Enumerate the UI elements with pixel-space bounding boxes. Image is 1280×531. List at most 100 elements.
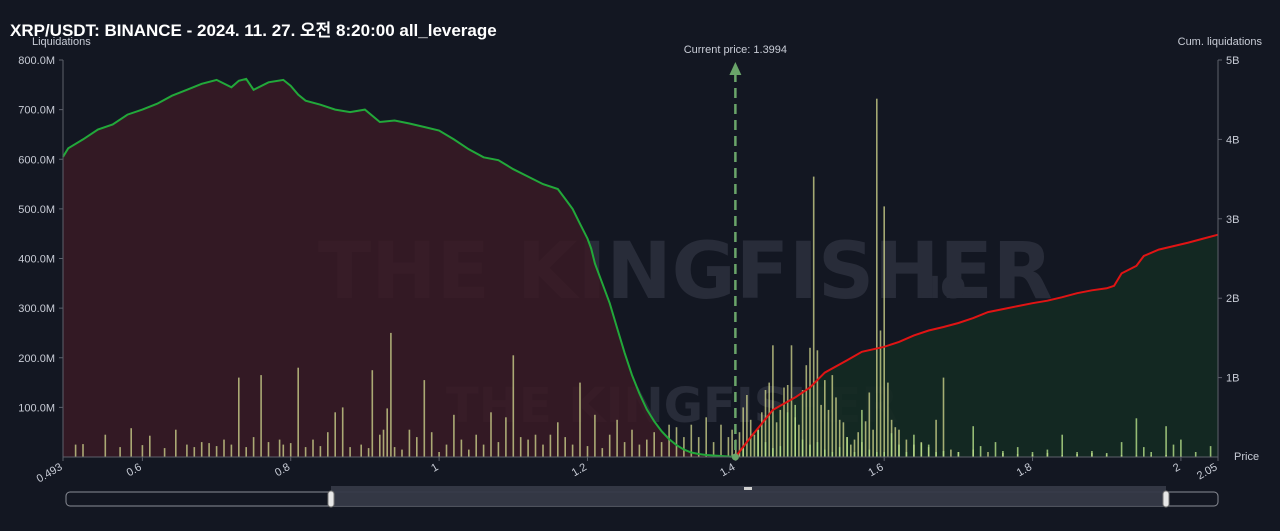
bar xyxy=(238,377,240,457)
bar xyxy=(772,345,774,457)
y-tick-label: 600.0M xyxy=(18,154,55,166)
bar xyxy=(512,355,515,457)
bar xyxy=(920,443,923,457)
bar xyxy=(786,412,789,457)
bar xyxy=(1143,447,1145,457)
bar xyxy=(579,382,581,457)
bar xyxy=(327,432,329,457)
bar xyxy=(824,380,826,457)
range-slider-selection[interactable] xyxy=(331,486,1166,506)
range-slider-handle-right[interactable] xyxy=(1162,490,1170,508)
bar xyxy=(623,442,626,457)
bar xyxy=(1031,452,1034,457)
range-slider-handle-left[interactable] xyxy=(327,490,335,508)
x-tick-label: 0.493 xyxy=(35,461,65,485)
bar xyxy=(712,442,715,457)
y2-tick-label: 3B xyxy=(1226,214,1239,226)
bar xyxy=(827,409,830,457)
bar xyxy=(668,424,670,457)
bar xyxy=(731,429,733,457)
bar xyxy=(683,437,685,457)
bar xyxy=(890,433,893,457)
bar xyxy=(768,382,770,457)
bar xyxy=(905,439,908,457)
bar xyxy=(1209,446,1212,457)
bar xyxy=(798,424,800,457)
bar xyxy=(186,444,188,457)
bar xyxy=(586,446,589,457)
bar xyxy=(304,447,307,457)
bar xyxy=(360,444,362,457)
bar xyxy=(390,332,392,457)
bar xyxy=(557,422,559,457)
bar xyxy=(1016,447,1019,457)
bar xyxy=(82,444,84,457)
range-slider-grip[interactable] xyxy=(744,487,752,490)
bar xyxy=(690,424,693,457)
bar xyxy=(215,446,218,457)
bar xyxy=(594,414,596,457)
bar xyxy=(282,444,285,457)
bar xyxy=(252,437,255,457)
bar xyxy=(542,444,544,457)
bar xyxy=(757,429,759,457)
y-tick-label: 800.0M xyxy=(18,55,55,67)
bar xyxy=(838,419,841,457)
bar xyxy=(894,427,897,457)
y2-axis-ticks: 5B 4B 3B 2B 1B xyxy=(1218,55,1239,385)
y-tick-label: 700.0M xyxy=(18,105,55,117)
bar xyxy=(278,439,281,457)
bar xyxy=(175,429,177,457)
bar xyxy=(571,444,574,457)
bar xyxy=(935,452,937,457)
bar xyxy=(130,428,132,457)
bar xyxy=(876,452,878,457)
bar xyxy=(1076,452,1078,457)
y-tick-label: 300.0M xyxy=(18,303,55,315)
y2-tick-label: 4B xyxy=(1226,134,1239,146)
bar xyxy=(367,448,370,457)
y-axis-label: Liquidations xyxy=(32,36,91,48)
chart-title: XRP/USDT: BINANCE - 2024. 11. 27. 오전 8:2… xyxy=(10,21,497,40)
current-price-label: Current price: 1.3994 xyxy=(684,44,787,56)
x-axis-label: Price xyxy=(1234,451,1259,463)
bar xyxy=(857,432,859,457)
bar xyxy=(775,422,778,457)
bar xyxy=(208,443,210,457)
x-tick-label: 1.4 xyxy=(718,461,737,479)
bar xyxy=(230,444,233,457)
bar xyxy=(1180,439,1182,457)
bar xyxy=(616,419,618,457)
bar xyxy=(790,345,793,457)
bar xyxy=(519,437,522,457)
bar xyxy=(876,98,878,457)
bar xyxy=(445,444,448,457)
bar xyxy=(853,452,856,457)
bar xyxy=(764,442,767,457)
y-tick-label: 500.0M xyxy=(18,204,55,216)
bar xyxy=(497,442,500,457)
bar xyxy=(935,419,937,457)
bar xyxy=(979,446,982,457)
bar xyxy=(727,437,730,457)
bar xyxy=(850,444,852,457)
y2-axis-label: Cum. liquidations xyxy=(1178,36,1263,48)
bar xyxy=(816,350,819,457)
bar xyxy=(349,447,351,457)
bar xyxy=(163,448,166,457)
bar xyxy=(74,444,77,457)
bar xyxy=(697,437,700,457)
bar xyxy=(200,442,203,457)
bar xyxy=(957,452,960,457)
x-tick-label: 1.6 xyxy=(866,461,885,479)
bar xyxy=(319,446,322,457)
range-slider[interactable] xyxy=(65,486,1219,508)
bar xyxy=(104,434,107,457)
bar xyxy=(601,448,604,457)
bar xyxy=(371,370,374,457)
bar xyxy=(801,439,804,457)
x-tick-label: 1.8 xyxy=(1015,461,1034,479)
current-price-marker: Current price: 1.3994 xyxy=(684,44,787,461)
y-tick-label: 100.0M xyxy=(18,402,55,414)
